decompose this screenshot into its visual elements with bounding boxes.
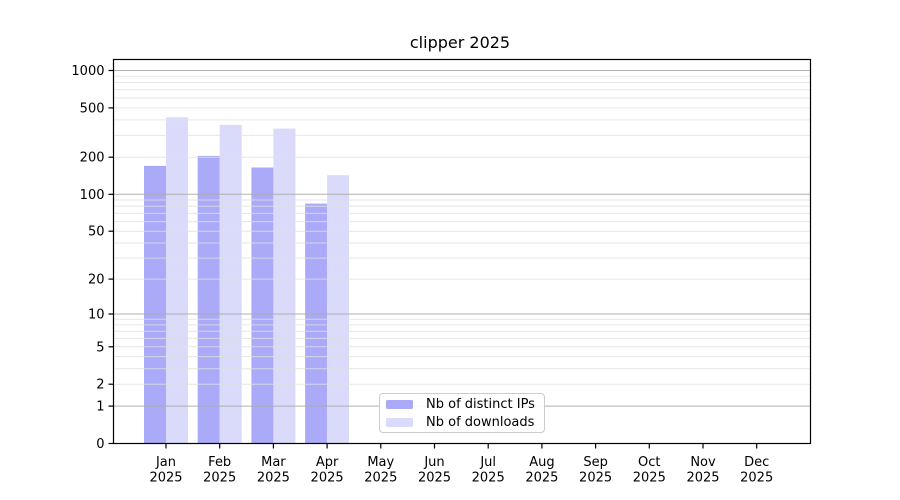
chart-title: clipper 2025 [409, 33, 511, 52]
x-tick-label-month: Apr [316, 455, 339, 470]
y-tick-label: 5 [96, 340, 104, 355]
x-tick-label-year: 2025 [418, 471, 451, 486]
y-tick-label: 1 [96, 400, 104, 415]
bar-apr-distinct-ips [305, 203, 328, 444]
bar-mar-downloads [273, 128, 296, 444]
x-tick-label-month: Jun [423, 455, 444, 470]
bar-jan-distinct-ips [144, 165, 166, 444]
bar-mar-distinct-ips [251, 167, 274, 444]
x-tick-label-month: Oct [638, 455, 660, 470]
x-tick-label-month: Dec [744, 455, 769, 470]
x-tick-label-year: 2025 [525, 471, 558, 486]
bar-feb-distinct-ips [197, 155, 220, 444]
y-tick-label: 0 [96, 437, 104, 452]
x-tick-label-month: Nov [690, 455, 716, 470]
legend-swatch-downloads [386, 417, 413, 427]
legend-label-distinct-ips: Nb of distinct IPs [426, 396, 535, 412]
x-tick-label-month: Jan [155, 455, 176, 470]
legend-label-downloads: Nb of downloads [426, 414, 535, 430]
x-tick-label-month: Aug [529, 455, 554, 470]
x-tick-label-month: Feb [208, 455, 231, 470]
y-tick-label: 1000 [71, 64, 104, 79]
y-tick-label: 500 [80, 101, 105, 116]
legend: Nb of distinct IPs Nb of downloads [379, 393, 545, 433]
bar-jan-downloads [166, 117, 188, 444]
x-tick-label-month: May [367, 455, 394, 470]
x-tick-label-year: 2025 [579, 471, 612, 486]
x-tick-label-year: 2025 [472, 471, 505, 486]
y-tick-label: 10 [88, 308, 105, 323]
bar-feb-downloads [219, 124, 242, 444]
y-tick-label: 20 [88, 273, 105, 288]
x-tick-label-year: 2025 [311, 471, 344, 486]
y-tick-label: 2 [96, 378, 104, 393]
y-tick-label: 50 [88, 225, 105, 240]
legend-item-distinct-ips: Nb of distinct IPs [380, 395, 544, 413]
plot-border [112, 58, 812, 445]
x-tick-label-year: 2025 [633, 471, 666, 486]
x-tick-label-month: Sep [583, 455, 608, 470]
legend-swatch-distinct-ips [386, 399, 413, 409]
x-tick-label-year: 2025 [149, 471, 182, 486]
y-tick-label: 200 [80, 151, 105, 166]
x-tick-label-month: Jul [479, 455, 496, 470]
x-tick-label-year: 2025 [686, 471, 719, 486]
y-tick-label: 100 [80, 188, 105, 203]
x-tick-label-year: 2025 [203, 471, 236, 486]
x-tick-label-year: 2025 [364, 471, 397, 486]
bar-apr-downloads [327, 175, 350, 444]
x-tick-label-year: 2025 [257, 471, 290, 486]
x-tick-label-month: Mar [261, 455, 286, 470]
legend-item-downloads: Nb of downloads [380, 413, 544, 431]
x-tick-label-year: 2025 [740, 471, 773, 486]
